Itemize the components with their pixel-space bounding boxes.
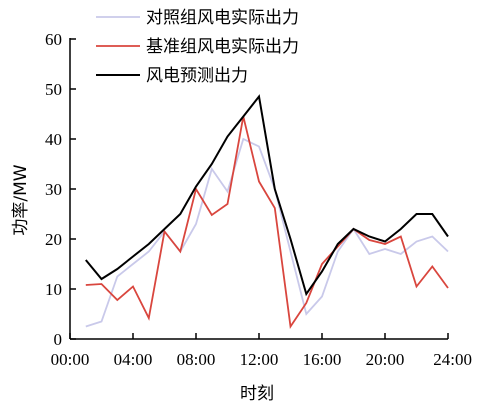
x-tick-label: 04:00 <box>114 350 153 369</box>
y-axis-label: 功率/MW <box>11 164 31 235</box>
series-line-3 <box>85 94 449 297</box>
x-tick-label: 08:00 <box>177 350 216 369</box>
y-tick-label: 10 <box>45 280 62 299</box>
y-tick-label: 40 <box>45 130 62 149</box>
series-line-1 <box>85 137 449 328</box>
x-tick-label: 20:00 <box>366 350 405 369</box>
series-layer <box>85 94 449 329</box>
legend-item: 基准组风电实际出力 <box>96 37 299 57</box>
y-tick-label: 50 <box>45 80 62 99</box>
x-tick-label: 12:00 <box>240 350 279 369</box>
axes: 0 10 20 30 40 50 60 00:00 04:00 08:00 12:00 16:00 20… <box>45 30 472 369</box>
legend-label: 风电预测出力 <box>146 66 248 86</box>
legend-item: 对照组风电实际出力 <box>96 8 299 28</box>
legend-label: 基准组风电实际出力 <box>146 37 299 57</box>
y-tick-label: 60 <box>45 30 62 49</box>
x-tick-label: 16:00 <box>303 350 342 369</box>
x-tick-label: 00:00 <box>51 350 90 369</box>
y-tick-label: 0 <box>54 330 63 349</box>
y-tick-label: 20 <box>45 230 62 249</box>
x-tick-label: 24:00 <box>433 350 472 369</box>
legend-label: 对照组风电实际出力 <box>146 8 299 28</box>
x-axis-label: 时刻 <box>240 384 274 404</box>
legend-item: 风电预测出力 <box>96 66 248 86</box>
series-line-2 <box>85 116 449 329</box>
y-tick-label: 30 <box>45 180 62 199</box>
